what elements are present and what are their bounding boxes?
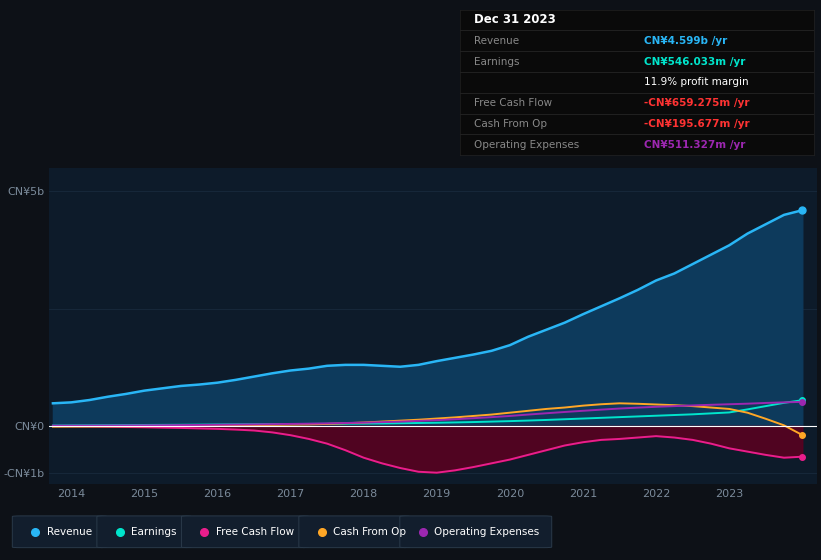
FancyBboxPatch shape [181,516,309,548]
Text: 11.9% profit margin: 11.9% profit margin [644,77,749,87]
Text: Cash From Op: Cash From Op [333,527,406,537]
FancyBboxPatch shape [299,516,410,548]
Text: Free Cash Flow: Free Cash Flow [474,98,552,108]
Text: Free Cash Flow: Free Cash Flow [216,527,294,537]
Text: Operating Expenses: Operating Expenses [474,140,579,150]
Text: Earnings: Earnings [131,527,177,537]
FancyBboxPatch shape [400,516,552,548]
Text: CN¥546.033m /yr: CN¥546.033m /yr [644,57,745,67]
Text: CN¥4.599b /yr: CN¥4.599b /yr [644,36,727,46]
FancyBboxPatch shape [97,516,191,548]
Text: Revenue: Revenue [474,36,519,46]
Text: Earnings: Earnings [474,57,520,67]
Text: Dec 31 2023: Dec 31 2023 [474,13,556,26]
Text: -CN¥195.677m /yr: -CN¥195.677m /yr [644,119,750,129]
FancyBboxPatch shape [12,516,107,548]
Text: Operating Expenses: Operating Expenses [434,527,539,537]
Text: -CN¥659.275m /yr: -CN¥659.275m /yr [644,98,750,108]
Text: Cash From Op: Cash From Op [474,119,547,129]
Text: CN¥511.327m /yr: CN¥511.327m /yr [644,140,745,150]
Text: Revenue: Revenue [47,527,92,537]
